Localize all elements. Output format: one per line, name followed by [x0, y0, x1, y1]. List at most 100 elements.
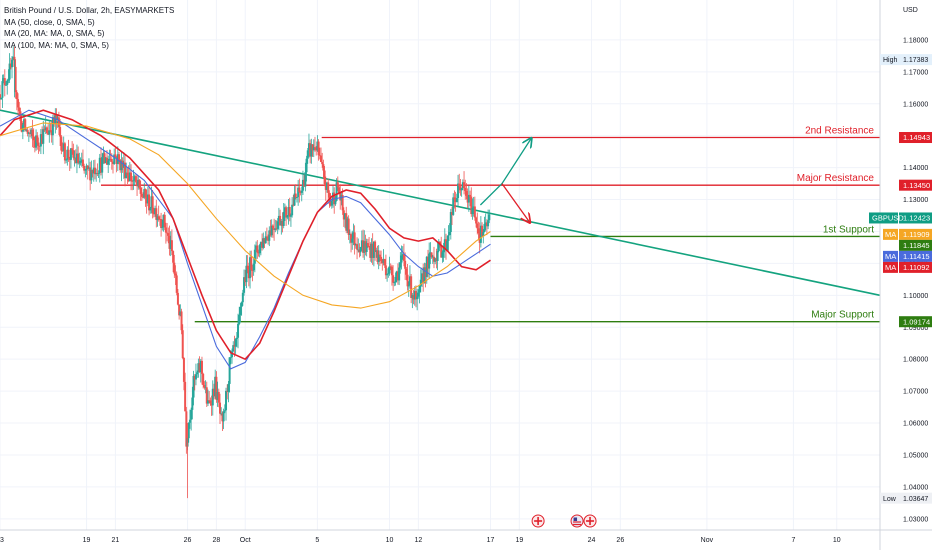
candle-body — [484, 222, 487, 224]
candle-body — [478, 233, 481, 243]
candle-body — [483, 223, 486, 232]
ma-price-tag: 1.11092 — [903, 263, 930, 272]
candle-body — [387, 273, 390, 275]
candle-body — [289, 215, 292, 217]
candle-body — [279, 215, 282, 226]
candle-body — [292, 204, 295, 206]
candle-body — [179, 311, 182, 316]
candle-body — [47, 133, 50, 135]
candle-body — [68, 158, 71, 160]
candle-body — [469, 194, 472, 197]
candle-body — [120, 160, 123, 171]
indicator-ma50[interactable]: MA (50, close, 0, SMA, 5) — [4, 17, 95, 27]
candle-body — [339, 192, 342, 201]
candle-body — [476, 223, 479, 229]
candle-body — [182, 358, 185, 382]
candle-body — [226, 390, 229, 392]
candle-body — [180, 311, 183, 331]
indicator-ma100[interactable]: MA (100, MA: MA, 0, SMA, 5) — [4, 40, 109, 50]
candle-body — [158, 219, 161, 220]
candle-body — [140, 193, 143, 197]
candle-body — [436, 250, 439, 262]
candle-body — [294, 193, 297, 198]
candle-body — [110, 158, 113, 162]
candle-body — [437, 241, 440, 251]
projection-arrows — [479, 139, 531, 222]
candle-body — [407, 285, 410, 287]
candle-body — [78, 162, 81, 164]
candle-body — [306, 150, 309, 159]
candle-body — [86, 165, 89, 169]
candle-body — [199, 360, 202, 373]
candle-body — [470, 196, 473, 215]
candle-body — [77, 153, 80, 163]
candle-body — [336, 182, 339, 188]
candle-body — [155, 208, 158, 220]
x-tick-label: 13 — [0, 537, 4, 544]
level-price-tag-bg — [899, 132, 932, 144]
candle-body — [208, 400, 211, 402]
candle-body — [424, 267, 427, 277]
y-axis: 1.180001.170001.160001.150001.140001.130… — [879, 0, 928, 550]
indicator-ma20[interactable]: MA (20, MA: MA, 0, SMA, 5) — [4, 29, 105, 38]
candle-body — [447, 235, 450, 241]
candle-body — [481, 225, 484, 237]
trendline — [0, 109, 881, 297]
candle-body — [446, 240, 449, 251]
candle-body — [362, 240, 365, 253]
candle-body — [196, 372, 199, 375]
candle-body — [383, 259, 386, 266]
ma-side-tag-bg — [883, 228, 898, 240]
candle-body — [1, 81, 4, 98]
candle-body — [6, 80, 9, 85]
candle-body — [363, 241, 366, 253]
candle-body — [259, 242, 262, 246]
candle-body — [338, 187, 341, 193]
candle-body — [410, 276, 413, 298]
candle-body — [173, 262, 176, 274]
candle-body — [262, 238, 265, 248]
candle-body — [442, 247, 445, 253]
candle-body — [66, 149, 69, 160]
candle-body — [316, 141, 319, 151]
candle-body — [143, 189, 146, 198]
candle-body — [372, 241, 375, 258]
candle-body — [204, 387, 207, 389]
candle-body — [67, 149, 70, 159]
candle-body — [388, 266, 391, 274]
candle-body — [219, 402, 221, 414]
candle-body — [346, 218, 349, 231]
candle-body — [200, 360, 203, 374]
candle-body — [247, 269, 250, 279]
candle-body — [212, 388, 215, 397]
candle-body — [24, 119, 27, 131]
candle-body — [335, 182, 338, 201]
y-tick-label: 1.13000 — [903, 197, 928, 204]
candle-body — [448, 231, 451, 236]
candle-body — [460, 188, 463, 191]
ma-price-tag-bg — [899, 261, 932, 273]
candle-body — [27, 132, 30, 134]
candle-body — [414, 290, 417, 300]
candle-body — [15, 92, 18, 100]
candle-body — [12, 56, 15, 60]
current-price-tag-bg — [899, 212, 932, 224]
level-label: Major Support — [811, 310, 874, 321]
candle-body — [281, 221, 284, 226]
candle-body — [11, 59, 14, 68]
candle-body — [187, 422, 190, 439]
candle-body — [133, 176, 136, 181]
candle-body — [280, 221, 283, 226]
x-tick-label: 10 — [386, 537, 394, 544]
level-labels: 2nd Resistance Major Resistance 1st Suppor… — [797, 126, 875, 321]
candle-body — [210, 403, 213, 406]
candle-body — [457, 183, 460, 199]
candle-body — [319, 155, 322, 162]
candle-body — [286, 215, 289, 218]
candle-body — [160, 219, 163, 229]
candle-body — [466, 195, 469, 203]
candle-body — [402, 254, 405, 261]
candle-body — [146, 194, 149, 204]
y-tick-label: 1.18000 — [903, 37, 928, 44]
